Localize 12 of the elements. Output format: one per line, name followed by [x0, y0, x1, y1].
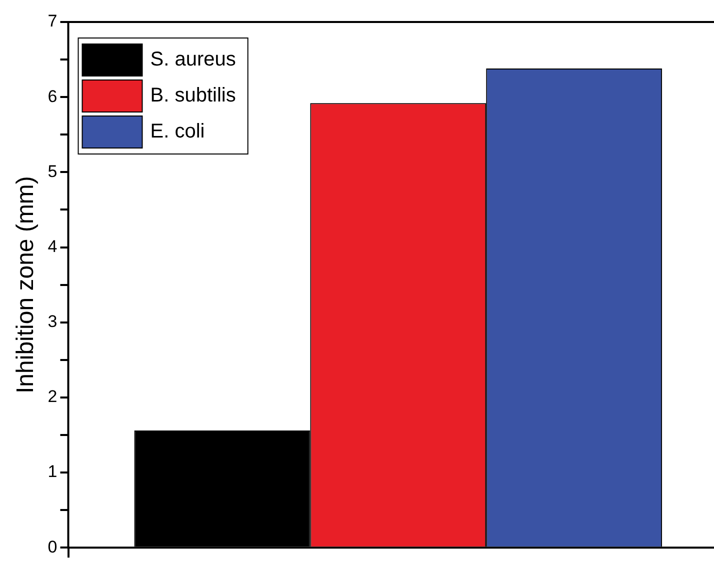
y-tick-label: 4 [48, 236, 58, 256]
y-axis-title: Inhibition zone (mm) [12, 176, 40, 394]
legend-label: S. aureus [150, 48, 236, 71]
y-tick-label: 5 [48, 162, 58, 181]
legend-label: B. subtilis [150, 84, 236, 107]
y-tick-label: 0 [48, 537, 58, 556]
y-tick-label: 2 [48, 387, 58, 406]
y-tick-label: 7 [48, 12, 58, 31]
legend-label: E. coli [150, 120, 205, 143]
y-tick-label: 3 [48, 312, 58, 332]
y-tick-label: 6 [48, 86, 58, 106]
y-tick-label: 1 [48, 462, 58, 482]
